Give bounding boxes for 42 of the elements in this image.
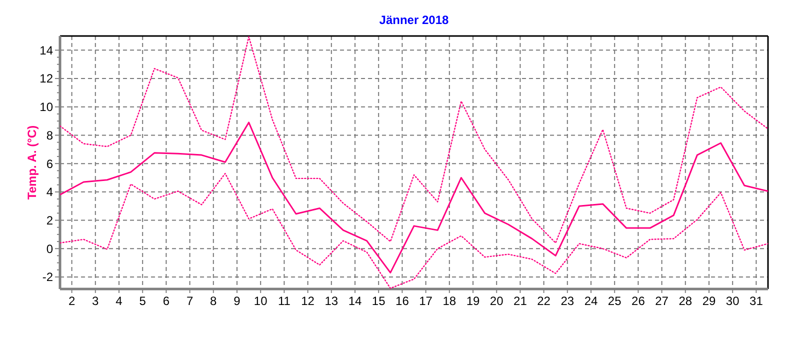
x-tick-label: 4 <box>116 294 123 308</box>
x-tick-label: 12 <box>301 294 315 308</box>
y-tick-label: 6 <box>46 156 54 171</box>
x-tick-label: 7 <box>186 294 194 308</box>
x-tick-label: 23 <box>560 294 574 308</box>
y-tick-label: 10 <box>40 100 54 114</box>
y-axis-title: Temp. A. (°C) <box>25 125 39 200</box>
x-tick-label: 31 <box>750 294 764 308</box>
x-tick-label: 15 <box>372 294 386 308</box>
x-tick-label: 5 <box>139 294 146 308</box>
x-tick-label: 18 <box>442 294 456 308</box>
x-tick-label: 19 <box>466 294 480 308</box>
x-tick-label: 3 <box>92 294 100 308</box>
y-tick-label: -2 <box>42 270 54 284</box>
x-tick-label: 25 <box>608 294 622 308</box>
x-tick-label: 20 <box>490 294 504 308</box>
x-tick-label: 9 <box>234 294 241 308</box>
x-tick-label: 24 <box>584 294 598 308</box>
x-tick-label: 8 <box>210 294 218 308</box>
x-tick-label: 16 <box>396 294 410 308</box>
y-tick-label: 8 <box>46 128 54 142</box>
x-tick-label: 10 <box>254 294 268 308</box>
x-tick-label: 11 <box>278 294 291 308</box>
x-tick-label: 17 <box>419 294 433 308</box>
x-tick-label: 28 <box>678 294 692 308</box>
y-tick-label: 14 <box>40 43 54 58</box>
x-tick-label: 13 <box>324 294 338 308</box>
x-tick-label: 29 <box>702 294 716 308</box>
x-tick-label: 22 <box>537 294 551 308</box>
y-tick-label: 0 <box>46 242 54 256</box>
x-tick-label: 6 <box>162 294 170 308</box>
y-tick-label: 2 <box>46 213 54 228</box>
x-tick-label: 2 <box>68 294 76 308</box>
x-tick-label: 14 <box>348 294 362 308</box>
y-tick-label: 12 <box>40 72 54 86</box>
x-tick-label: 21 <box>514 294 528 308</box>
x-tick-label: 27 <box>655 294 669 308</box>
x-tick-label: 26 <box>632 294 646 308</box>
line-series <box>60 122 768 274</box>
y-tick-label: 4 <box>46 185 54 200</box>
x-tick-label: 30 <box>726 294 740 308</box>
chart-title: Jänner 2018 <box>379 13 450 27</box>
